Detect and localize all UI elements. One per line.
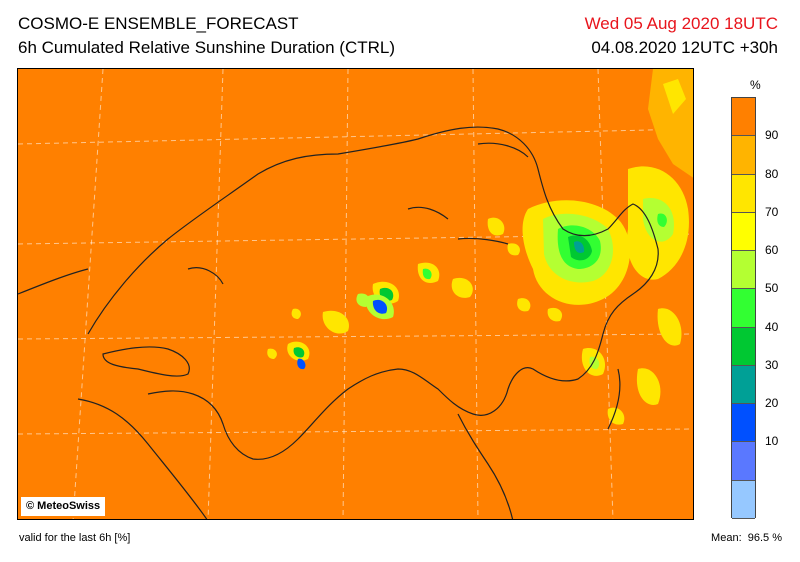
legend-label: 50	[765, 281, 779, 296]
legend-swatch	[732, 212, 755, 252]
map-borders	[18, 126, 659, 519]
legend-label: 60	[765, 243, 779, 258]
validity-note: valid for the last 6h [%]	[19, 532, 131, 544]
legend-swatch	[732, 327, 755, 366]
copyright-label: © MeteoSwiss	[21, 497, 106, 516]
legend-swatch	[732, 251, 755, 290]
legend-swatch	[732, 442, 755, 481]
legend-swatch	[732, 98, 755, 137]
legend-swatch	[732, 404, 755, 443]
legend-label: 20	[765, 396, 779, 411]
color-legend	[731, 97, 756, 519]
legend-swatch	[732, 174, 755, 213]
legend-label: 90	[765, 128, 779, 143]
run-info: 04.08.2020 12UTC +30h	[591, 38, 778, 57]
legend-swatch	[732, 289, 755, 328]
map-graphic	[18, 69, 693, 519]
legend-swatch	[732, 365, 755, 405]
mean-value: 96.5 %	[747, 532, 782, 544]
legend-label: 10	[765, 434, 779, 449]
legend-unit: %	[750, 78, 761, 92]
map-title: COSMO-E ENSEMBLE_FORECAST	[18, 14, 299, 33]
forecast-map: © MeteoSwiss	[17, 68, 694, 520]
legend-label: 80	[765, 166, 779, 181]
valid-time: Wed 05 Aug 2020 18UTC	[584, 14, 778, 33]
legend-label: 70	[765, 204, 779, 219]
legend-swatch	[732, 480, 755, 519]
legend-label: 30	[765, 357, 779, 372]
sunshine-patches	[267, 69, 693, 425]
mean-readout: Mean: 96.5 %	[711, 532, 782, 544]
map-subtitle: 6h Cumulated Relative Sunshine Duration …	[18, 38, 396, 57]
legend-label: 40	[765, 319, 779, 334]
mean-label: Mean:	[711, 532, 742, 544]
legend-swatch	[732, 136, 755, 175]
